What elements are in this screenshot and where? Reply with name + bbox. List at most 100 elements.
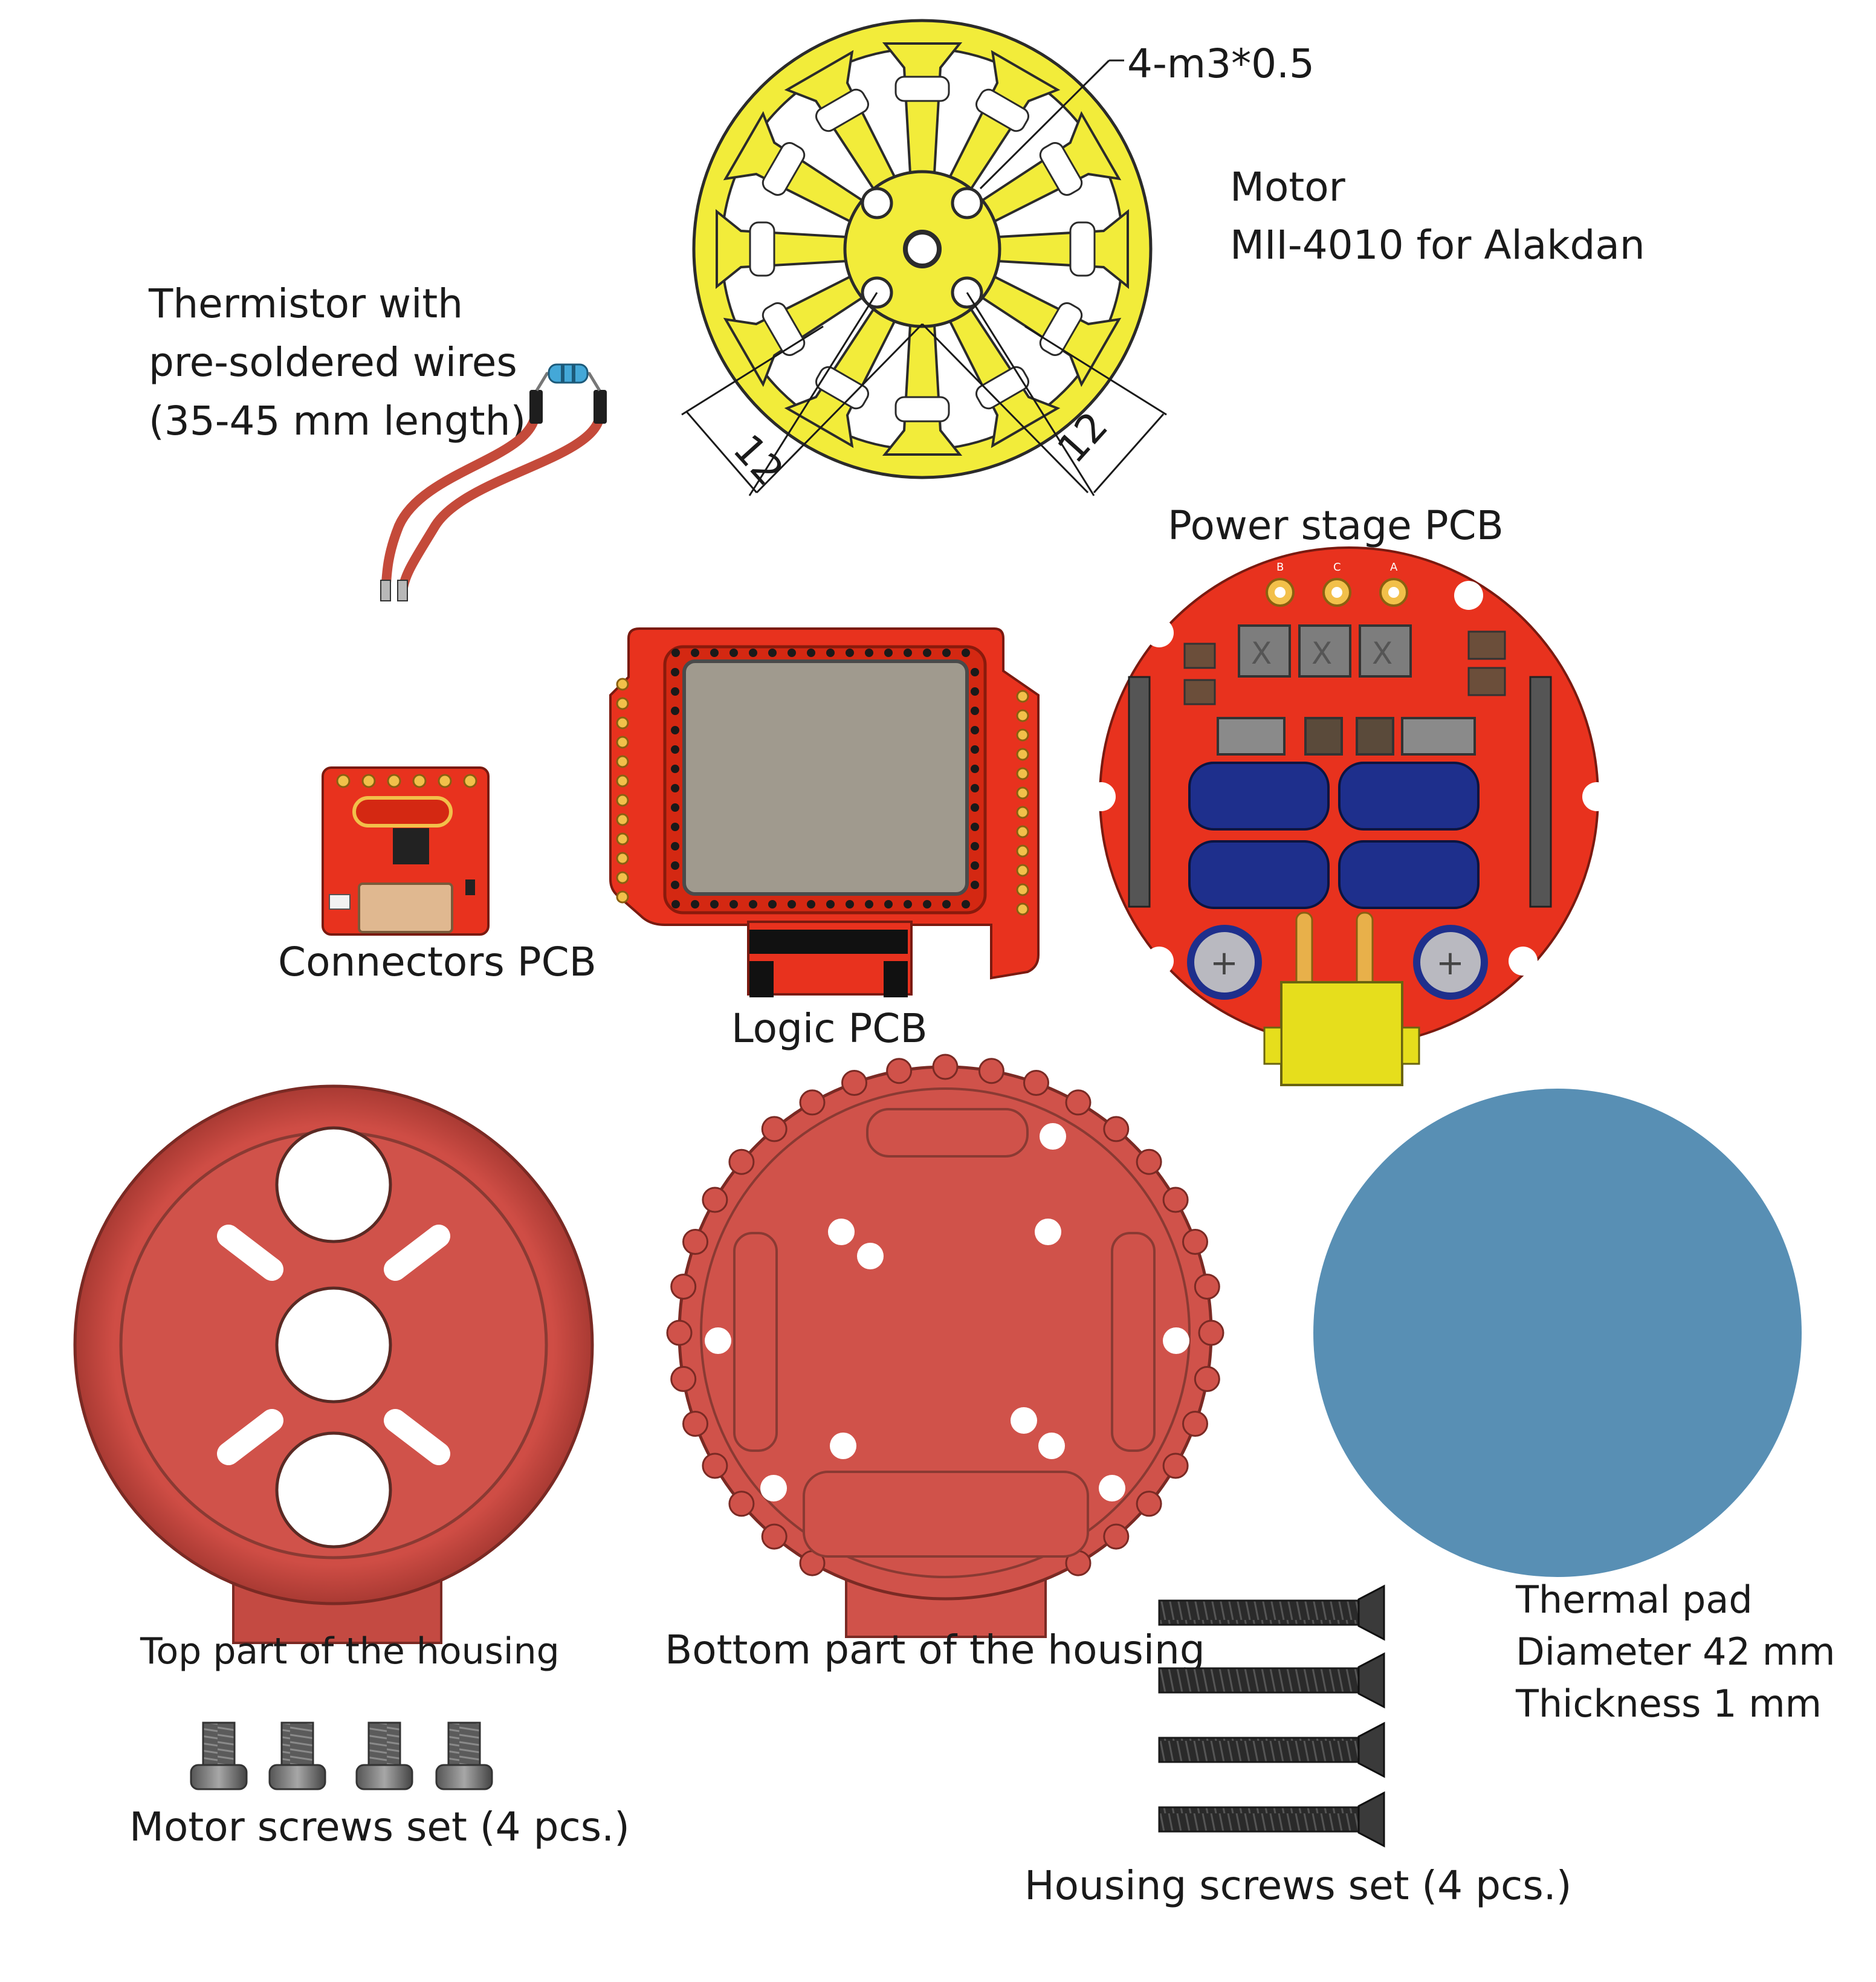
knurl-tooth xyxy=(682,1411,708,1437)
knurl-tooth xyxy=(1136,1491,1162,1517)
pin-hole xyxy=(710,649,719,657)
side-pad xyxy=(1016,825,1029,838)
pin-hole xyxy=(671,765,679,773)
pin-hole xyxy=(671,823,679,831)
knurl-tooth xyxy=(1182,1229,1208,1255)
pin-hole xyxy=(904,649,912,657)
housing-screws-set xyxy=(1158,1584,1385,1848)
side-pad xyxy=(1016,767,1029,780)
thermistor-label-line2: pre-soldered wires xyxy=(149,339,517,386)
pin-hole xyxy=(971,707,979,715)
side-pad xyxy=(1016,864,1029,877)
knurl-tooth xyxy=(728,1148,755,1175)
side-pad xyxy=(1016,883,1029,896)
knurl-tooth xyxy=(1162,1452,1189,1479)
pin-pad xyxy=(336,774,351,788)
side-pad xyxy=(616,890,629,904)
side-pad xyxy=(1016,748,1029,761)
motor-spokes xyxy=(716,42,1129,456)
side-pad xyxy=(1016,786,1029,800)
housing-screw xyxy=(1158,1791,1385,1848)
knurl-tooth xyxy=(670,1365,697,1392)
pin-hole xyxy=(710,900,719,908)
side-pad xyxy=(616,716,629,730)
knurl-tooth xyxy=(702,1187,728,1213)
pin-hole xyxy=(971,726,979,734)
pin-hole xyxy=(884,649,893,657)
pin-hole xyxy=(671,803,679,812)
pin-hole xyxy=(971,823,979,831)
knurl-tooth xyxy=(1194,1274,1220,1300)
mosfet-row: X X X xyxy=(1238,624,1412,678)
knurl-tooth xyxy=(886,1058,913,1084)
housing-screws-label: Housing screws set (4 pcs.) xyxy=(1024,1862,1571,1909)
logic-pcb xyxy=(609,627,1040,997)
dimension-left-label: 12 xyxy=(724,426,792,494)
pin-hole xyxy=(923,649,931,657)
pin-hole xyxy=(671,649,680,657)
knurl-tooth xyxy=(1023,1070,1049,1096)
thermal-pad xyxy=(1313,1089,1802,1577)
knurl-tooth xyxy=(1194,1365,1220,1392)
phase-a-label: A xyxy=(1390,561,1398,574)
knurl-tooth xyxy=(1162,1187,1189,1213)
motor-spoke xyxy=(948,50,1061,192)
pin-hole xyxy=(826,649,835,657)
pin-hole xyxy=(904,900,912,908)
motor-screw xyxy=(435,1721,493,1790)
pin-hole xyxy=(826,900,835,908)
dimension-left xyxy=(681,292,923,496)
power-stage-pcb: B C A X X X + xyxy=(1087,546,1611,1086)
thermal-pad-label-line2: Diameter 42 mm xyxy=(1516,1630,1836,1674)
motor-mount-hole xyxy=(951,187,983,219)
pin-pad xyxy=(438,774,452,788)
pin-hole xyxy=(962,649,970,657)
knurl-tooth xyxy=(1182,1411,1208,1437)
side-pad xyxy=(1016,728,1029,742)
pin-pad xyxy=(412,774,427,788)
pin-hole xyxy=(971,765,979,773)
pin-hole xyxy=(671,726,679,734)
thermistor-label-line3: (35-45 mm length) xyxy=(149,398,526,444)
thermistor-drawing xyxy=(380,363,607,601)
knurl-tooth xyxy=(1136,1148,1162,1175)
connectors-pcb-socket xyxy=(358,883,453,933)
side-pad xyxy=(616,832,629,846)
knurl-tooth xyxy=(932,1054,959,1080)
housing-screw xyxy=(1158,1584,1385,1641)
side-pad xyxy=(616,755,629,768)
side-pad xyxy=(1016,844,1029,858)
side-pad xyxy=(616,736,629,749)
pin-hole xyxy=(971,784,979,792)
connectors-pcb xyxy=(322,766,490,936)
pin-hole xyxy=(671,881,679,889)
pin-hole xyxy=(962,900,970,908)
pin-hole xyxy=(971,668,979,676)
top-housing xyxy=(73,1084,594,1644)
motor-mount-hole xyxy=(861,187,893,219)
pin-hole xyxy=(971,881,979,889)
motor-spoke xyxy=(723,274,865,387)
pin-hole xyxy=(768,649,777,657)
knurl-tooth xyxy=(702,1452,728,1479)
knurl-tooth xyxy=(1103,1116,1130,1142)
svg-text:X: X xyxy=(1251,636,1272,671)
bulk-capacitors xyxy=(1188,762,1480,909)
side-pad xyxy=(616,697,629,710)
housing-screw xyxy=(1158,1721,1385,1778)
pin-hole xyxy=(749,900,757,908)
pin-hole xyxy=(671,784,679,792)
pin-hole xyxy=(807,900,815,908)
pin-hole xyxy=(846,900,854,908)
svg-text:X: X xyxy=(1372,636,1392,671)
side-pad xyxy=(616,813,629,826)
motor-screws-set xyxy=(190,1721,493,1790)
pin-hole xyxy=(691,900,699,908)
motor-model: MII-4010 for Alakdan xyxy=(1230,222,1645,268)
pin-pad xyxy=(463,774,477,788)
logic-pcb-chip xyxy=(682,659,969,896)
bottom-housing-label: Bottom part of the housing xyxy=(665,1627,1205,1673)
pin-hole xyxy=(788,649,796,657)
